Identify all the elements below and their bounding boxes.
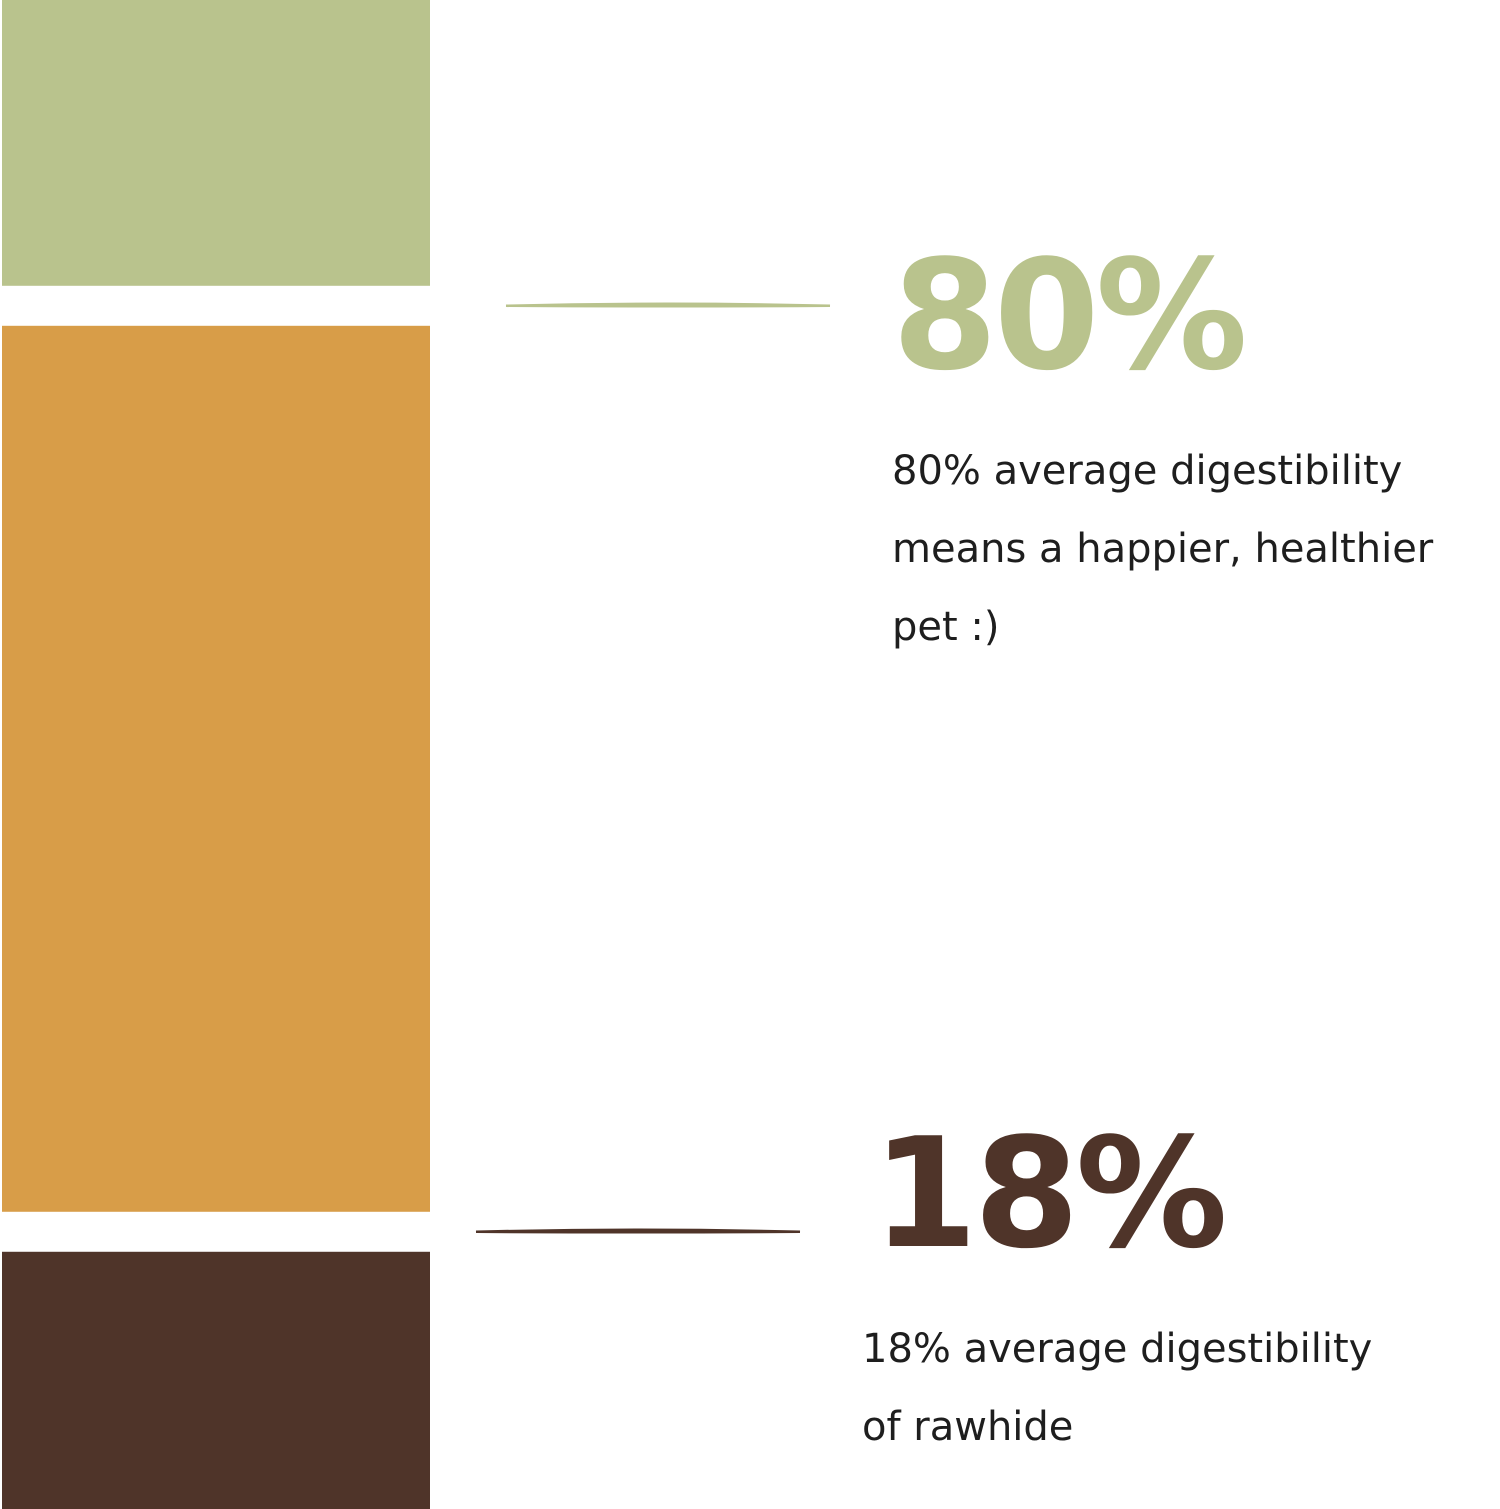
description-line: 18% average digestibility	[862, 1326, 1373, 1372]
connector-line-18	[475, 1228, 801, 1234]
description-line: of rawhide	[862, 1404, 1074, 1450]
description-line: means a happier, healthier	[892, 526, 1434, 572]
bar-segment-2	[2, 325, 430, 1212]
bar-segment-3	[2, 1251, 430, 1509]
description-line: 80% average digestibility	[892, 448, 1403, 494]
stat-value-80: 80%	[892, 227, 1248, 404]
description-line: pet :)	[892, 604, 1000, 650]
stat-description-80: 80% average digestibility means a happie…	[892, 432, 1433, 666]
stat-description-18: 18% average digestibility of rawhide	[862, 1310, 1372, 1466]
stat-value-18: 18%	[872, 1105, 1228, 1282]
bar-segment-1	[2, 0, 430, 286]
connector-line-80	[505, 302, 831, 308]
